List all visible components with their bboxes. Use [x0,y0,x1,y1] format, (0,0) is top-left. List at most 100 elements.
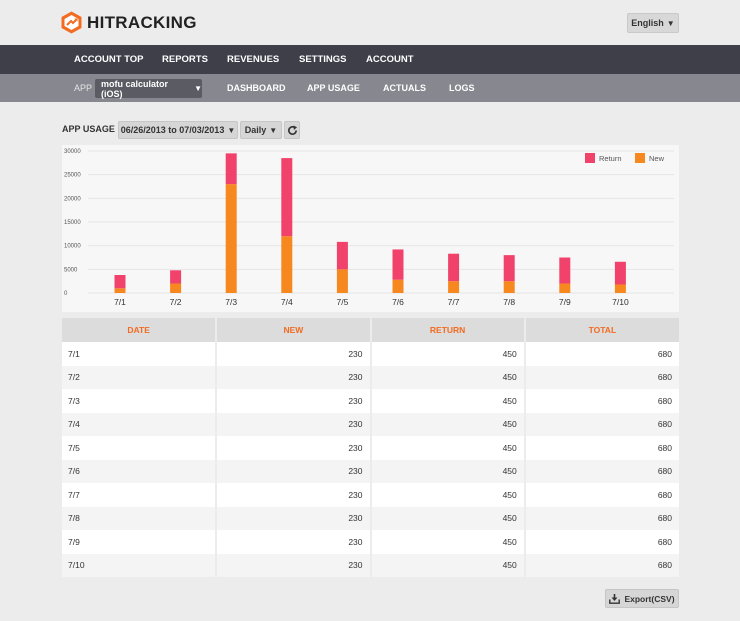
y-tick-label: 5000 [64,267,78,273]
bar-new[interactable] [614,284,626,293]
cell-date: 7/8 [62,506,217,530]
subnav-app-usage[interactable]: APP USAGE [307,83,360,93]
export-csv-button[interactable]: Export(CSV) [605,589,679,608]
logo[interactable]: HITRACKING [61,11,197,34]
subnav-logs[interactable]: LOGS [449,83,475,93]
table-row: 7/5 230 450 680 [62,436,679,460]
table-header-row: DATE NEW RETURN TOTAL [62,318,679,342]
bar-return[interactable] [281,158,293,237]
cell-return: 450 [369,530,525,554]
chevron-down-icon: ▼ [194,84,202,93]
main-nav: ACCOUNT TOP REPORTS REVENUES SETTINGS AC… [0,45,740,74]
legend-swatch-return [585,153,595,163]
legend-swatch-new [635,153,645,163]
bar-new[interactable] [559,283,571,293]
column-header-return[interactable]: RETURN [369,318,525,342]
top-header: HITRACKING English ▼ [0,0,740,45]
table-row: 7/9 230 450 680 [62,530,679,554]
interval-value: Daily [244,125,267,135]
table-row: 7/1 230 450 680 [62,342,679,366]
x-tick-label: 7/7 [448,297,460,307]
column-header-new[interactable]: NEW [215,318,371,342]
chevron-down-icon: ▼ [269,125,278,135]
cell-new: 230 [215,553,371,577]
nav-account-top[interactable]: ACCOUNT TOP [74,54,144,65]
brand-name: HITRACKING [87,12,197,32]
column-header-total[interactable]: TOTAL [523,318,679,342]
cell-return: 450 [369,459,525,483]
nav-settings[interactable]: SETTINGS [299,54,347,65]
subnav-dashboard[interactable]: DASHBOARD [227,83,286,93]
legend-label-new: New [649,154,665,163]
bar-return[interactable] [503,255,515,282]
cell-new: 230 [215,530,371,554]
bar-new[interactable] [448,281,460,293]
subnav-actuals[interactable]: ACTUALS [383,83,426,93]
column-header-date[interactable]: DATE [62,318,217,342]
app-label: APP [74,83,93,93]
x-tick-label: 7/6 [392,297,404,307]
cell-new: 230 [215,389,371,413]
bar-return[interactable] [448,253,460,282]
table-row: 7/3 230 450 680 [62,389,679,413]
language-select[interactable]: English ▼ [627,13,679,33]
bar-return[interactable] [559,257,571,284]
y-tick-label: 0 [64,291,68,297]
cell-date: 7/3 [62,389,217,413]
x-tick-label: 7/10 [612,297,629,307]
bar-return[interactable] [225,153,237,185]
x-tick-label: 7/9 [559,297,571,307]
hitracking-logo-icon [61,11,82,34]
cell-return: 450 [369,389,525,413]
nav-reports[interactable]: REPORTS [162,54,208,65]
nav-revenues[interactable]: REVENUES [227,54,280,65]
y-tick-label: 30000 [64,149,81,155]
chevron-down-icon: ▼ [227,125,236,135]
section-title: APP USAGE [62,124,115,134]
table-row: 7/8 230 450 680 [62,506,679,530]
bar-return[interactable] [336,241,348,270]
date-range-picker[interactable]: 06/26/2013 to 07/03/2013 ▼ [118,121,238,139]
bar-new[interactable] [225,184,237,293]
refresh-button[interactable] [284,121,300,139]
cell-new: 230 [215,483,371,507]
bar-return[interactable] [114,275,126,289]
bar-new[interactable] [114,288,126,293]
x-tick-label: 7/5 [336,297,348,307]
cell-date: 7/1 [62,342,217,366]
cell-date: 7/10 [62,553,217,577]
usage-table: DATE NEW RETURN TOTAL 7/1 230 450 680 7/2 230… [62,318,679,577]
y-tick-label: 25000 [64,173,81,179]
x-tick-label: 7/8 [503,297,515,307]
cell-return: 450 [369,365,525,389]
app-select[interactable]: mofu calculator (iOS) ▼ [95,79,202,99]
bar-new[interactable] [281,236,293,293]
table-row: 7/7 230 450 680 [62,483,679,507]
cell-date: 7/4 [62,412,217,436]
cell-new: 230 [215,412,371,436]
bar-new[interactable] [170,283,182,293]
table-row: 7/4 230 450 680 [62,412,679,436]
bar-new[interactable] [336,269,348,293]
cell-total: 680 [523,412,679,436]
cell-date: 7/7 [62,483,217,507]
chevron-down-icon: ▼ [666,18,675,28]
bar-return[interactable] [392,249,404,280]
cell-total: 680 [523,483,679,507]
bar-new[interactable] [503,281,515,293]
interval-select[interactable]: Daily ▼ [240,121,282,139]
chart-svg: 0 5000 10000 15000 20000 25000 30000 7/1 7/2 7/3 7… [64,149,674,307]
cell-return: 450 [369,436,525,460]
cell-new: 230 [215,459,371,483]
cell-total: 680 [523,459,679,483]
bar-return[interactable] [170,270,182,284]
bar-new[interactable] [392,279,404,293]
cell-total: 680 [523,506,679,530]
bar-return[interactable] [614,261,626,285]
nav-account[interactable]: ACCOUNT [366,54,414,65]
cell-return: 450 [369,483,525,507]
x-tick-label: 7/2 [170,297,182,307]
language-value: English [631,18,664,28]
cell-date: 7/9 [62,530,217,554]
table-row: 7/6 230 450 680 [62,459,679,483]
